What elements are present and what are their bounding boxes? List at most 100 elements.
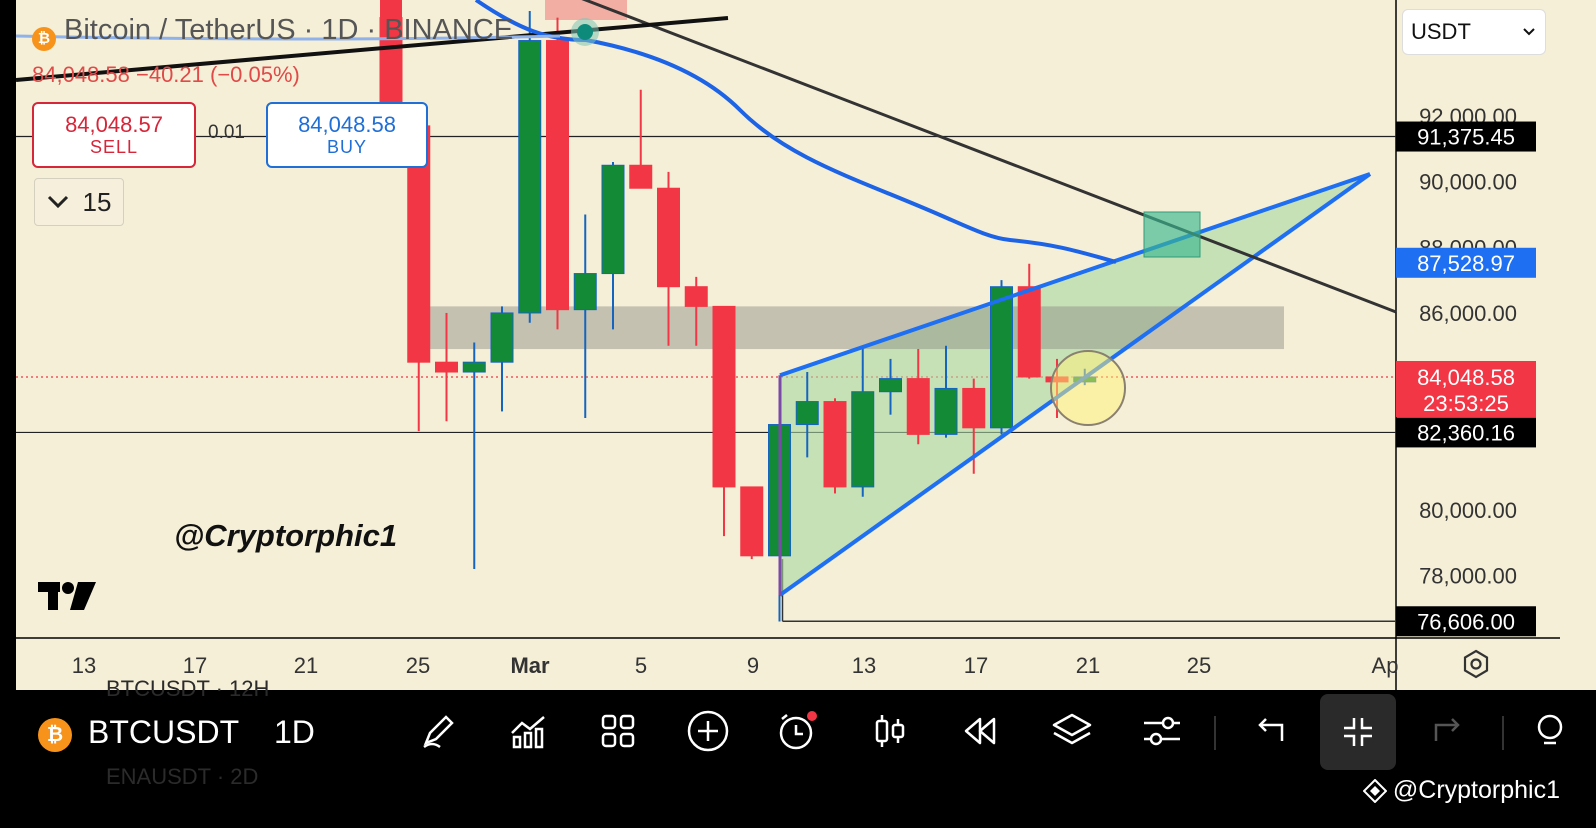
candle-mar-13[interactable]	[851, 345, 875, 497]
y-tick-label: 86,000.00	[1419, 301, 1517, 326]
pen-icon	[423, 715, 454, 749]
axis-settings-icon[interactable]	[1460, 648, 1492, 680]
fullscreen-exit-button[interactable]	[1320, 694, 1396, 770]
candle-mar-19[interactable]	[1017, 263, 1041, 379]
buy-label: BUY	[326, 137, 367, 158]
currency-select[interactable]: USDT	[1402, 9, 1546, 55]
chart-type-button[interactable]	[860, 702, 920, 760]
support-zone	[418, 306, 1284, 350]
x-tick-label: Mar	[510, 653, 550, 678]
current-price-text: 84,048.58	[1417, 365, 1515, 390]
price-label-line-91375	[1396, 121, 1536, 152]
y-tick-label: 90,000.00	[1419, 170, 1517, 195]
layers-icon	[1052, 713, 1092, 745]
more-tools-button[interactable]	[1530, 702, 1580, 760]
candle-mar-2[interactable]	[546, 17, 569, 330]
candle-feb-27[interactable]	[462, 342, 486, 569]
target-zone	[1143, 211, 1201, 258]
rewind-icon	[964, 717, 996, 745]
buy-price: 84,048.58	[298, 112, 396, 137]
add-button[interactable]	[678, 702, 738, 760]
drawing-handle[interactable]	[577, 24, 593, 40]
bottom-toolbar: BTCUSDT · 12H ENAUSDT · 2D ₿ BTCUSDT 1D	[16, 676, 1596, 789]
buy-button[interactable]: 84,048.58 BUY	[266, 102, 428, 168]
x-tick-label: Ap	[1372, 653, 1399, 678]
indicators-button[interactable]	[498, 702, 558, 760]
spread-value: 0.01	[208, 122, 245, 143]
price-change: 84,048.58 −40.21 (−0.05%)	[32, 62, 300, 87]
x-tick-label: 13	[852, 653, 876, 678]
settings-button[interactable]	[1132, 702, 1192, 760]
candle-mar-4[interactable]	[601, 161, 625, 330]
lightbulb-icon	[1537, 714, 1563, 745]
highlight-circle	[1050, 350, 1126, 426]
descending-trendline[interactable]	[570, 0, 1397, 314]
tradingview-logo-icon	[38, 582, 96, 610]
sell-button[interactable]: 84,048.57 SELL	[32, 102, 196, 168]
candlestick-icon	[875, 715, 905, 747]
indicators-toggle-button[interactable]: 15	[34, 178, 124, 226]
price-chart[interactable]: 92,000.0090,000.0088,000.0086,000.0080,0…	[0, 0, 1596, 690]
chevron-down-icon	[1523, 28, 1535, 36]
candle-mar-14[interactable]	[879, 358, 902, 415]
candle-mar-3[interactable]	[573, 214, 597, 418]
candle-mar-11[interactable]	[795, 372, 819, 458]
chevron-down-icon	[47, 195, 68, 209]
bitcoin-icon: ₿	[38, 718, 72, 752]
footer-watermark: @Cryptorphic1	[1362, 776, 1560, 805]
interval-button[interactable]: 1D	[274, 714, 315, 750]
candle-mar-8[interactable]	[712, 305, 736, 537]
plus-circle-icon	[687, 710, 729, 752]
diamond-logo-icon	[1362, 778, 1387, 803]
x-tick-label: 21	[1076, 653, 1100, 678]
alerts-button[interactable]	[768, 702, 828, 760]
replay-button[interactable]	[950, 702, 1010, 760]
candle-mar-15[interactable]	[906, 349, 930, 445]
redo-button[interactable]	[1420, 702, 1480, 760]
candle-feb-26[interactable]	[435, 312, 458, 422]
svg-text:91,375.45: 91,375.45	[1417, 125, 1515, 150]
candle-mar-6[interactable]	[657, 171, 680, 346]
candle-mar-16[interactable]	[934, 345, 958, 438]
indicators-chart-icon	[511, 716, 545, 749]
price-label-line-82360	[1396, 417, 1536, 448]
bitcoin-icon: ₿	[32, 26, 56, 51]
x-tick-label: 13	[72, 653, 96, 678]
upper-trendline[interactable]	[15, 16, 729, 82]
x-tick-label: 21	[294, 653, 318, 678]
candle-mar-5[interactable]	[629, 89, 653, 189]
candle-mar-18[interactable]	[990, 280, 1013, 435]
svg-text:82,360.16: 82,360.16	[1417, 420, 1515, 445]
x-tick-label: 25	[406, 653, 430, 678]
x-tick-label: 9	[747, 653, 759, 678]
sell-price: 84,048.57	[65, 112, 163, 137]
alarm-clock-icon	[779, 711, 817, 750]
collapse-icon	[1344, 718, 1372, 746]
candle-mar-9[interactable]	[740, 486, 764, 560]
wedge-upper-line[interactable]	[779, 172, 1371, 378]
symbol-button[interactable]: BTCUSDT	[88, 714, 240, 750]
candle-mar-1[interactable]	[518, 11, 542, 323]
symbol-title: Bitcoin / TetherUS · 1D · BINANCE	[64, 14, 514, 46]
undo-button[interactable]	[1238, 702, 1298, 760]
indicators-count: 15	[82, 186, 112, 217]
drawing-tools-button[interactable]	[408, 702, 468, 760]
sliders-icon	[1144, 716, 1180, 746]
layouts-button[interactable]	[588, 702, 648, 760]
author-watermark: @Cryptorphic1	[174, 518, 398, 553]
redo-icon	[1434, 718, 1460, 741]
x-tick-label: 17	[964, 653, 988, 678]
x-tick-label: 17	[183, 653, 207, 678]
currency-value: USDT	[1411, 19, 1471, 44]
candle-mar-12[interactable]	[823, 398, 847, 494]
sell-label: SELL	[89, 137, 139, 158]
footer-watermark-text: @Cryptorphic1	[1392, 776, 1560, 804]
candle-mar-7[interactable]	[684, 276, 708, 346]
y-tick-label: 78,000.00	[1419, 564, 1517, 589]
grid-icon	[601, 714, 635, 748]
undo-icon	[1258, 718, 1284, 741]
object-tree-button[interactable]	[1042, 702, 1102, 760]
candle-feb-28[interactable]	[490, 306, 514, 412]
svg-text:76,606.00: 76,606.00	[1417, 609, 1515, 634]
chart-legend: ₿ Bitcoin / TetherUS · 1D · BINANCE	[32, 14, 514, 51]
